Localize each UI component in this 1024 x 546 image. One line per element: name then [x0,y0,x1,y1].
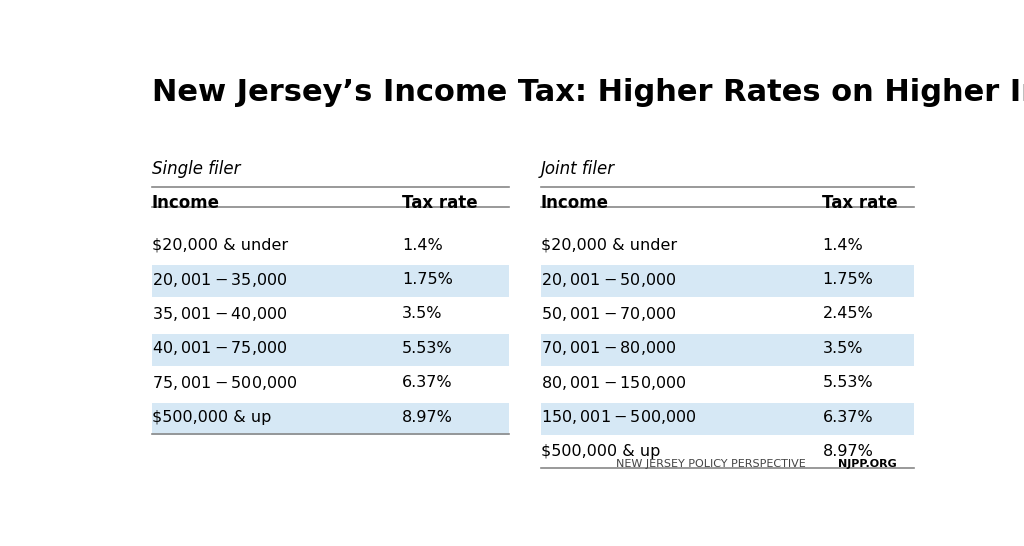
Bar [152,403,509,435]
Text: 8.97%: 8.97% [822,444,873,459]
Text: NEW JERSEY POLICY PERSPECTIVE: NEW JERSEY POLICY PERSPECTIVE [616,459,806,469]
Bar [541,334,913,366]
Text: 1.75%: 1.75% [401,272,453,287]
Text: $70,001 - $80,000: $70,001 - $80,000 [541,340,676,358]
Text: $50,001 - $70,000: $50,001 - $70,000 [541,305,676,323]
Text: $20,000 & under: $20,000 & under [152,238,288,253]
Text: 5.53%: 5.53% [822,376,873,390]
Bar [541,265,913,297]
Text: $500,000 & up: $500,000 & up [152,410,271,425]
Text: $20,000 & under: $20,000 & under [541,238,677,253]
Text: New Jersey’s Income Tax: Higher Rates on Higher Income: New Jersey’s Income Tax: Higher Rates on… [152,78,1024,107]
Text: Single filer: Single filer [152,160,241,178]
Text: 3.5%: 3.5% [822,341,863,356]
Text: $20,001 - $50,000: $20,001 - $50,000 [541,270,676,288]
Text: $500,000 & up: $500,000 & up [541,444,660,459]
Text: 3.5%: 3.5% [401,306,442,322]
Text: 1.4%: 1.4% [401,238,442,253]
Text: 6.37%: 6.37% [822,410,873,425]
Text: $150,001 - $500,000: $150,001 - $500,000 [541,408,696,426]
Text: Income: Income [152,194,220,212]
Text: 5.53%: 5.53% [401,341,453,356]
Text: Income: Income [541,194,608,212]
Text: 1.75%: 1.75% [822,272,873,287]
Text: $35,001 - $40,000: $35,001 - $40,000 [152,305,288,323]
Bar [152,265,509,297]
Text: $80,001 - $150,000: $80,001 - $150,000 [541,374,686,392]
Bar [541,403,913,435]
Text: 6.37%: 6.37% [401,376,453,390]
Text: Joint filer: Joint filer [541,160,614,178]
Text: 1.4%: 1.4% [822,238,863,253]
Text: Tax rate: Tax rate [822,194,898,212]
Bar [152,334,509,366]
Text: 8.97%: 8.97% [401,410,453,425]
Text: NJPP.ORG: NJPP.ORG [839,459,897,469]
Text: Tax rate: Tax rate [401,194,477,212]
Text: $75,001 - $500,000: $75,001 - $500,000 [152,374,298,392]
Text: $20,001 - $35,000: $20,001 - $35,000 [152,270,288,288]
Text: $40,001 - $75,000: $40,001 - $75,000 [152,340,288,358]
Text: 2.45%: 2.45% [822,306,873,322]
